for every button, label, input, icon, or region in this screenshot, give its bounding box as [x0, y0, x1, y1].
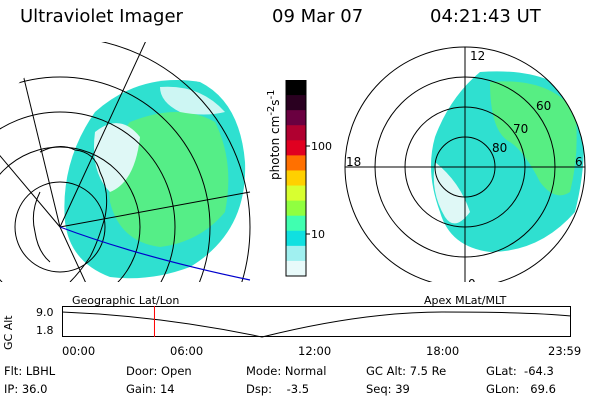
time-tick-0600: 06:00	[170, 344, 204, 358]
glon-value: GLon: 69.6	[486, 382, 556, 396]
right-map-caption: Apex MLat/MLT	[424, 294, 507, 307]
colorbar-tick-10: 10	[311, 228, 325, 241]
coastline	[32, 146, 108, 282]
mode-value: Mode: Normal	[246, 364, 327, 378]
colorbar-segment	[286, 140, 306, 156]
mlt-label-18: 18	[346, 155, 361, 169]
colorbar-segment	[286, 185, 306, 202]
ip-value: IP: 36.0	[4, 382, 48, 396]
gc-alt-value: GC Alt: 7.5 Re	[366, 364, 447, 378]
time-tick-1800: 18:00	[426, 344, 460, 358]
gain-value: Gain: 14	[126, 382, 175, 396]
colorbar-segment	[286, 95, 306, 111]
colorbar-segment	[286, 260, 306, 277]
mlat-label-80: 80	[492, 141, 507, 155]
colorbar-segment	[286, 245, 306, 262]
altitude-curve	[62, 311, 572, 338]
instrument-title: Ultraviolet Imager	[20, 6, 183, 27]
altitude-plot	[62, 306, 572, 338]
colorbar-tick-100: 100	[311, 140, 332, 153]
satellite-track	[59, 226, 251, 281]
glat-value: GLat: -64.3	[486, 364, 554, 378]
mlt-label-0: 0	[468, 277, 476, 282]
observation-time: 04:21:43 UT	[430, 6, 541, 27]
color-scale-bar: 100 10	[285, 80, 332, 277]
colorbar-segment	[286, 200, 306, 217]
sequence-value: Seq: 39	[366, 382, 410, 396]
mlt-label-12: 12	[470, 49, 485, 63]
time-tick-2359: 23:59	[548, 344, 582, 358]
colorbar-unit-label: photon cm-2s-1	[266, 89, 282, 180]
colorbar-segment	[286, 155, 306, 171]
mlat-label-60: 60	[536, 99, 551, 113]
filter-value: Flt: LBHL	[4, 364, 56, 378]
colorbar-segment	[286, 110, 306, 126]
colorbar-segment	[286, 170, 306, 187]
colorbar-segment	[286, 125, 306, 141]
altitude-axis-label: GC Alt	[2, 315, 15, 350]
mlat-label-70: 70	[513, 122, 528, 136]
left-map-caption: Geographic Lat/Lon	[72, 294, 180, 307]
mlt-label-6: 6	[575, 155, 583, 169]
door-value: Door: Open	[126, 364, 192, 378]
altitude-tick-low: 1.8	[36, 324, 54, 337]
magnetic-polar-map: 12 0 18 6 60 70 80	[344, 46, 586, 282]
colorbar-segment	[286, 80, 306, 96]
time-tick-1200: 12:00	[298, 344, 332, 358]
observation-date: 09 Mar 07	[272, 6, 364, 27]
geographic-map	[0, 42, 251, 282]
time-tick-0000: 00:00	[62, 344, 96, 358]
colorbar-segment	[286, 215, 306, 232]
colorbar-segment	[286, 230, 306, 247]
dsp-value: Dsp: -3.5	[246, 382, 310, 396]
altitude-tick-high: 9.0	[36, 306, 54, 319]
